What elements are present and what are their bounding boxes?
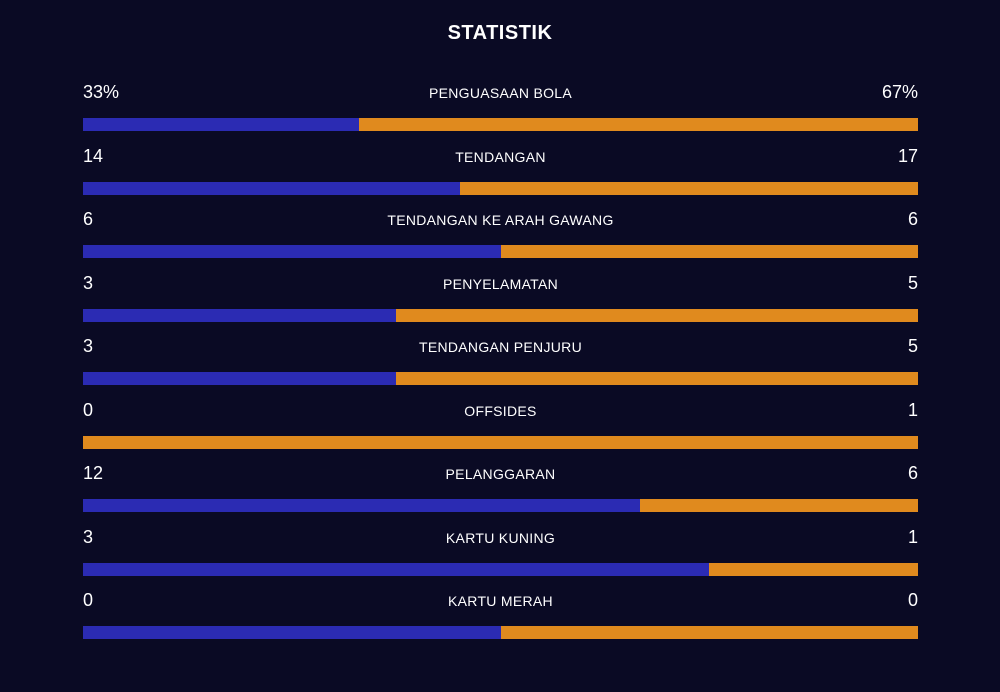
stat-bar bbox=[83, 562, 918, 576]
stat-bar bbox=[83, 626, 918, 639]
away-bar-segment bbox=[500, 626, 918, 639]
stat-row: 0 KARTU MERAH 0 bbox=[83, 586, 918, 650]
stat-bar bbox=[83, 308, 918, 322]
stat-header: 0 OFFSIDES 1 bbox=[83, 396, 918, 436]
stat-label: TENDANGAN KE ARAH GAWANG bbox=[387, 212, 614, 228]
home-value: 3 bbox=[83, 526, 94, 547]
stat-header: 33% PENGUASAAN BOLA 67% bbox=[83, 78, 918, 118]
home-value: 0 bbox=[83, 399, 94, 420]
stat-header: 0 KARTU MERAH 0 bbox=[83, 586, 918, 626]
home-bar-segment bbox=[83, 118, 359, 131]
stat-row: 3 PENYELAMATAN 5 bbox=[83, 269, 918, 333]
stat-row: 33% PENGUASAAN BOLA 67% bbox=[83, 78, 918, 142]
away-bar-segment bbox=[396, 308, 918, 322]
stat-bar bbox=[83, 372, 918, 385]
stat-row: 0 OFFSIDES 1 bbox=[83, 396, 918, 460]
home-value: 3 bbox=[83, 336, 94, 356]
home-value: 3 bbox=[83, 272, 94, 293]
home-value: 12 bbox=[83, 463, 104, 483]
stat-row: 12 PELANGGARAN 6 bbox=[83, 459, 918, 523]
stat-header: 12 PELANGGARAN 6 bbox=[83, 459, 918, 499]
stat-label: OFFSIDES bbox=[464, 402, 537, 419]
away-bar-segment bbox=[396, 372, 918, 385]
home-bar-segment bbox=[83, 181, 461, 195]
stat-row: 3 TENDANGAN PENJURU 5 bbox=[83, 332, 918, 396]
away-value: 1 bbox=[907, 399, 918, 420]
stat-bar bbox=[83, 118, 918, 131]
stat-label: KARTU MERAH bbox=[448, 593, 553, 609]
away-value: 0 bbox=[907, 590, 918, 610]
stat-bar bbox=[83, 245, 918, 258]
home-bar-segment bbox=[83, 245, 501, 258]
stat-header: 3 TENDANGAN PENJURU 5 bbox=[83, 332, 918, 372]
home-value: 0 bbox=[83, 590, 94, 610]
away-value: 17 bbox=[897, 145, 918, 166]
stat-label: PENYELAMATAN bbox=[442, 275, 559, 292]
away-value: 6 bbox=[907, 209, 918, 229]
home-bar-segment bbox=[83, 499, 640, 512]
stat-header: 3 KARTU KUNING 1 bbox=[83, 523, 918, 563]
stat-row: 3 KARTU KUNING 1 bbox=[83, 523, 918, 587]
stat-row: 6 TENDANGAN KE ARAH GAWANG 6 bbox=[83, 205, 918, 269]
away-value: 67% bbox=[881, 82, 918, 102]
home-value: 14 bbox=[83, 145, 104, 166]
away-value: 6 bbox=[907, 463, 918, 483]
stats-list: 33% PENGUASAAN BOLA 67% 14 TENDANGAN 17 6 TENDA… bbox=[83, 78, 918, 650]
stat-header: 3 PENYELAMATAN 5 bbox=[83, 269, 918, 309]
stat-bar bbox=[83, 435, 918, 449]
stat-bar bbox=[83, 499, 918, 512]
home-bar-segment bbox=[83, 372, 397, 385]
away-bar-segment bbox=[639, 499, 918, 512]
away-bar-segment bbox=[460, 181, 918, 195]
home-value: 6 bbox=[83, 209, 94, 229]
home-bar-segment bbox=[83, 308, 397, 322]
home-value: 33% bbox=[83, 82, 120, 102]
away-value: 5 bbox=[907, 272, 918, 293]
away-value: 5 bbox=[907, 336, 918, 356]
stat-label: KARTU KUNING bbox=[445, 529, 556, 546]
stat-header: 6 TENDANGAN KE ARAH GAWANG 6 bbox=[83, 205, 918, 245]
away-bar-segment bbox=[83, 435, 918, 449]
stat-bar bbox=[83, 181, 918, 195]
page-title: STATISTIK bbox=[447, 22, 553, 44]
stat-label: PENGUASAAN BOLA bbox=[429, 85, 572, 101]
away-bar-segment bbox=[358, 118, 918, 131]
stat-label: TENDANGAN bbox=[455, 148, 546, 165]
home-bar-segment bbox=[83, 562, 710, 576]
away-value: 1 bbox=[907, 526, 918, 547]
away-bar-segment bbox=[709, 562, 918, 576]
home-bar-segment bbox=[83, 626, 501, 639]
stat-label: TENDANGAN PENJURU bbox=[418, 339, 582, 355]
stat-row: 14 TENDANGAN 17 bbox=[83, 142, 918, 206]
away-bar-segment bbox=[500, 245, 918, 258]
stat-header: 14 TENDANGAN 17 bbox=[83, 142, 918, 182]
stat-label: PELANGGARAN bbox=[445, 466, 556, 482]
